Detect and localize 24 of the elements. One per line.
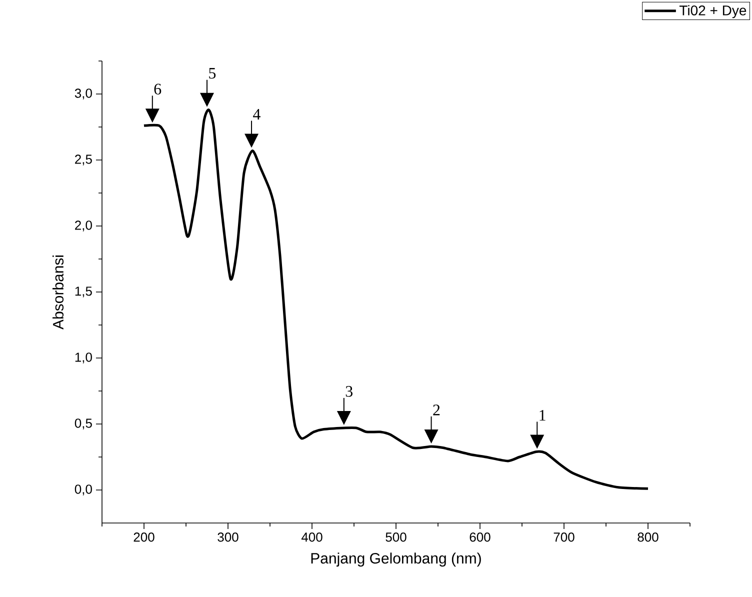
legend-label: Ti02 + Dye — [679, 5, 746, 18]
line-series — [142, 108, 650, 490]
annotation: 1 — [540, 410, 546, 421]
annotation: 3 — [346, 386, 352, 397]
annotation: 5 — [209, 68, 216, 79]
x-tick-label: 600 — [470, 532, 490, 542]
y-tick-label: 0,5 — [74, 418, 92, 430]
y-tick-label: 3,0 — [74, 88, 92, 100]
annotation: 4 — [253, 109, 260, 120]
y-tick-label: 1,0 — [75, 352, 92, 364]
y-tick-label: 1,5 — [75, 286, 92, 298]
x-tick-label: 500 — [386, 532, 406, 542]
x-tick-label: 400 — [301, 532, 322, 542]
y-tick-label: 0,0 — [74, 484, 92, 496]
y-tick-label: 2,5 — [75, 154, 92, 166]
x-tick-label: 300 — [218, 532, 238, 542]
y-tick-label: 2,0 — [75, 220, 92, 232]
x-tick-label: 700 — [554, 532, 574, 542]
x-tick-label: 800 — [638, 532, 658, 542]
y-axis-title: Absorbansi — [52, 256, 64, 330]
x-tick-label: 200 — [134, 532, 154, 542]
x-axis-title: Panjang Gelombang (nm) — [311, 552, 481, 567]
annotation: 6 — [154, 84, 162, 94]
annotation: 2 — [433, 404, 440, 416]
